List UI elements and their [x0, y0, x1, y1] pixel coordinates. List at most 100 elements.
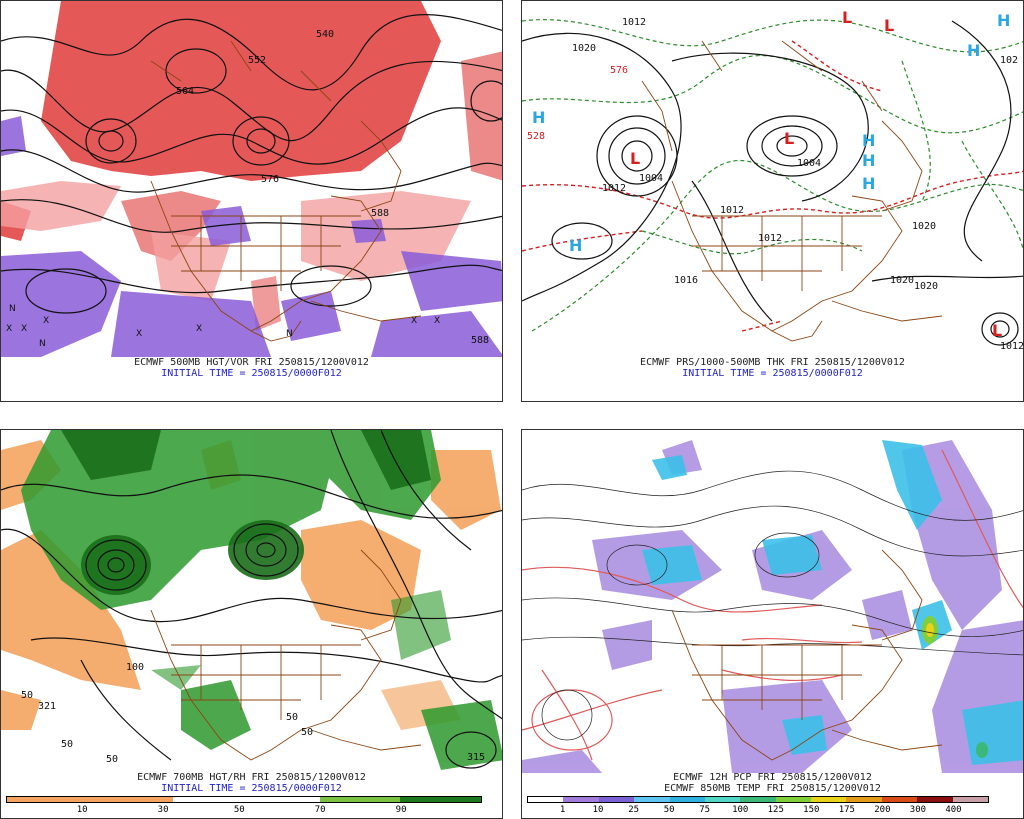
rh-scale-tick: 90: [395, 805, 407, 815]
panel-prs-thickness[interactable]: H H H H H H H L L L L L 1012 1020 1004 1…: [521, 0, 1024, 402]
rh-scale-segment: [7, 797, 173, 802]
political-borders: [671, 549, 943, 761]
panel-700mb-hgt-rh[interactable]: 321 50 50 50 50 315 50 100 ECMWF 700MB H…: [0, 429, 503, 819]
svg-text:1012: 1012: [622, 17, 646, 28]
pcp-scale-segment: [881, 797, 918, 802]
pcp-scale-tick: 10: [592, 805, 604, 815]
contour-label: 588: [471, 335, 489, 346]
symbol-markers: N X X X N X X N X X: [6, 304, 440, 349]
svg-text:1012: 1012: [758, 233, 782, 244]
svg-text:N: N: [9, 304, 16, 314]
low-marker: L: [992, 321, 1002, 340]
pcp-scale-segment: [917, 797, 953, 802]
pcp-scale-segment: [846, 797, 882, 802]
svg-text:50: 50: [21, 690, 33, 701]
height-contours: [1, 430, 502, 769]
high-marker: H: [862, 131, 875, 150]
initial-time: INITIAL TIME = 250815/0000F012: [161, 783, 342, 794]
map-prs-thickness: H H H H H H H L L L L L 1012 1020 1004 1…: [522, 1, 1024, 357]
pcp-scale-tick: 150: [803, 805, 820, 815]
pcp-scale-segment: [563, 797, 599, 802]
panel-title: ECMWF 12H PCP FRI 250815/1200V012: [673, 772, 872, 783]
svg-text:X: X: [21, 324, 27, 334]
high-marker: H: [532, 108, 545, 127]
svg-text:X: X: [6, 324, 12, 334]
svg-text:321: 321: [38, 701, 56, 712]
svg-text:N: N: [39, 339, 46, 349]
svg-text:1020: 1020: [890, 275, 914, 286]
pressure-contours: [522, 20, 1023, 346]
initial-time: INITIAL TIME = 250815/0000F012: [161, 368, 342, 379]
pcp-scale-segment: [528, 797, 564, 802]
svg-text:50: 50: [61, 739, 73, 750]
svg-text:N: N: [286, 329, 293, 339]
pcp-scale-segment: [811, 797, 847, 802]
low-marker: L: [884, 16, 894, 35]
pcp-cyan-fill: [642, 440, 1023, 765]
rh-scale-segment: [400, 797, 481, 802]
initial-time: INITIAL TIME = 250815/0000F012: [682, 368, 863, 379]
panel-12h-pcp-850-temp[interactable]: ECMWF 12H PCP FRI 250815/1200V012 ECMWF …: [521, 429, 1024, 819]
svg-text:528: 528: [527, 131, 545, 142]
pcp-scale-tick: 100: [732, 805, 749, 815]
pcp-scale-segment: [634, 797, 670, 802]
rh-color-scale: 10 30 50 70 90: [6, 796, 482, 818]
map-500mb: 540 552 564 576 588 588 N X X X N X X N …: [1, 1, 502, 357]
map-700mb: 321 50 50 50 50 315 50 100: [1, 430, 502, 773]
pcp-scale-tick: 175: [838, 805, 855, 815]
pcp-scale-segment: [952, 797, 988, 802]
low-marker: L: [842, 8, 852, 27]
panel-500mb-hgt-vor[interactable]: 540 552 564 576 588 588 N X X X N X X N …: [0, 0, 503, 402]
political-borders: [150, 549, 422, 761]
high-marker: H: [862, 174, 875, 193]
thickness-labels: 528 576: [527, 65, 628, 142]
rh-scale-tick: 50: [233, 805, 245, 815]
svg-text:50: 50: [286, 712, 298, 723]
svg-text:1012: 1012: [1000, 341, 1024, 352]
svg-text:50: 50: [106, 754, 118, 765]
svg-text:1016: 1016: [674, 275, 698, 286]
svg-text:1004: 1004: [797, 158, 821, 169]
pcp-scale-tick: 200: [874, 805, 891, 815]
pcp-scale-tick: 1: [559, 805, 566, 815]
contour-label: 540: [316, 29, 334, 40]
high-marker: H: [862, 151, 875, 170]
svg-text:1012: 1012: [720, 205, 744, 216]
pcp-scale-tick: 125: [767, 805, 784, 815]
contour-label: 564: [176, 86, 194, 97]
thickness-green-contours: [522, 19, 1023, 332]
rh-dry-fill: [1, 440, 501, 730]
political-borders: [641, 40, 943, 342]
pressure-centers: H H H H H H H L L L L L: [532, 8, 1010, 340]
svg-text:1020: 1020: [572, 43, 596, 54]
svg-text:X: X: [434, 316, 440, 326]
svg-text:100: 100: [126, 662, 144, 673]
rh-moist-dark-fill: [61, 430, 431, 595]
panel-title: ECMWF PRS/1000-500MB THK FRI 250815/1200…: [640, 357, 905, 368]
rh-scale-tick: 10: [76, 805, 88, 815]
high-marker: H: [997, 11, 1010, 30]
svg-text:1020: 1020: [914, 281, 938, 292]
svg-text:1004: 1004: [639, 173, 663, 184]
svg-text:315: 315: [467, 752, 485, 763]
svg-text:X: X: [411, 316, 417, 326]
panel-title: ECMWF 500MB HGT/VOR FRI 250815/1200V012: [134, 357, 369, 368]
pcp-heavy-fill: [922, 616, 988, 758]
pcp-color-scale: 1 10 25 50 75 100 125 150 175 200 300 400: [527, 796, 989, 818]
svg-text:X: X: [43, 316, 49, 326]
rh-scale-bar: [6, 796, 482, 803]
svg-text:X: X: [196, 324, 202, 334]
thickness-red-contours: [522, 40, 1023, 332]
pcp-scale-segment: [704, 797, 741, 802]
svg-text:1020: 1020: [912, 221, 936, 232]
rh-labels: 321 50 50 50 50 315 50 100: [21, 662, 485, 765]
pcp-scale-segment: [598, 797, 635, 802]
political-borders: [150, 40, 422, 342]
svg-text:102: 102: [1000, 55, 1018, 66]
panel-title: ECMWF 700MB HGT/RH FRI 250815/1200V012: [137, 772, 366, 783]
pcp-scale-segment: [740, 797, 776, 802]
high-marker: H: [569, 236, 582, 255]
pcp-scale-bar: [527, 796, 989, 803]
low-marker: L: [630, 149, 640, 168]
temperature-contours: [522, 449, 1023, 761]
